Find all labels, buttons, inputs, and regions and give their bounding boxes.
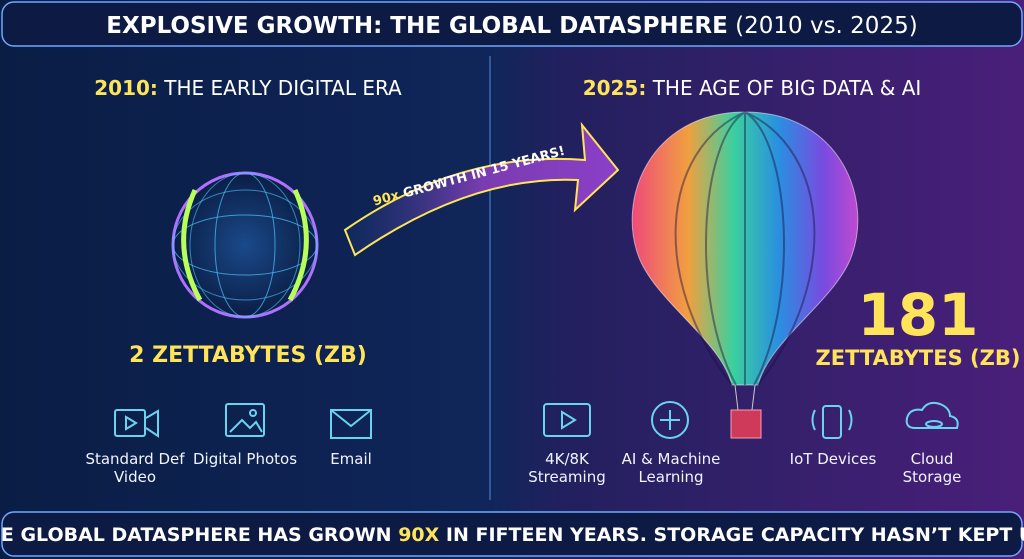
title: EXPLOSIVE GROWTH: THE GLOBAL DATASPHERE … [106, 13, 917, 39]
right-heading-text: THE AGE OF BIG DATA & AI [652, 76, 922, 100]
left-heading-text: THE EARLY DIGITAL ERA [163, 76, 402, 100]
footer-after: IN FIFTEEN YEARS. STORAGE CAPACITY HASN’… [446, 524, 1024, 546]
left-heading: 2010: THE EARLY DIGITAL ERA [94, 76, 402, 100]
right-value: 181 [857, 281, 978, 349]
title-main: EXPLOSIVE GROWTH: THE GLOBAL DATASPHERE [106, 13, 728, 39]
balloon [631, 111, 859, 439]
title-sub: (2010 vs. 2025) [735, 13, 918, 39]
right-heading: 2025: THE AGE OF BIG DATA & AI [583, 76, 922, 100]
item-label: Digital Photos [192, 450, 298, 468]
arrow-factor: 90x [372, 188, 402, 210]
left-value: 2 ZETTABYTES (ZB) [129, 343, 367, 368]
footer-highlight: 90X [398, 524, 439, 546]
title-bar [1, 1, 1023, 47]
right-year: 2025: [583, 76, 647, 100]
footer-text: THE GLOBAL DATASPHERE HAS GROWN 90X IN F… [0, 524, 1024, 546]
item-label: Email [330, 450, 372, 468]
sphere [171, 171, 319, 319]
item-label: 4K/8K Streaming [528, 450, 606, 486]
item-label: IoT Devices [789, 450, 877, 468]
footer-bar [1, 511, 1023, 557]
item-label: Cloud Storage [902, 450, 962, 486]
right-unit: ZETTABYTES (ZB) [816, 346, 1021, 370]
item-label: Standard Def Video [85, 450, 185, 486]
left-year: 2010: [94, 76, 158, 100]
icons [114, 401, 959, 439]
footer-before: THE GLOBAL DATASPHERE HAS GROWN [0, 524, 392, 546]
growth-arrow [343, 121, 620, 257]
item-label: AI & Machine Learning [621, 450, 721, 486]
